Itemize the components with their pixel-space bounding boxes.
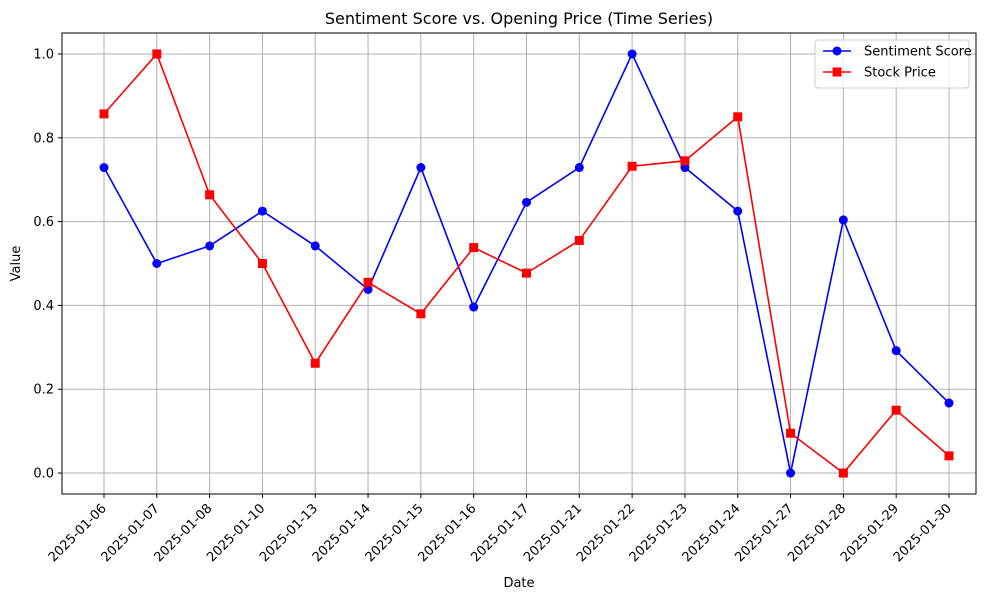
data-point-sentiment xyxy=(416,163,426,173)
data-point-stock xyxy=(838,468,848,478)
y-tick-label: 0.0 xyxy=(33,467,54,482)
grid xyxy=(62,33,976,494)
data-point-stock xyxy=(786,428,796,438)
y-tick-label: 0.2 xyxy=(33,383,54,398)
series-layer xyxy=(99,49,954,478)
data-point-stock xyxy=(627,161,637,171)
data-point-sentiment xyxy=(944,398,954,408)
data-point-sentiment xyxy=(733,206,743,216)
data-point-sentiment xyxy=(786,468,796,478)
data-point-stock xyxy=(205,190,215,200)
data-point-stock xyxy=(99,109,109,119)
legend-label-sentiment: Sentiment Score xyxy=(864,45,972,60)
data-point-sentiment xyxy=(522,197,531,207)
data-point-stock xyxy=(257,259,267,268)
legend-marker-sentiment xyxy=(832,46,842,56)
data-point-stock xyxy=(152,49,162,59)
data-point-stock xyxy=(574,235,584,245)
data-point-sentiment xyxy=(891,346,901,356)
legend-label-stock: Stock Price xyxy=(864,66,936,81)
data-point-stock xyxy=(469,243,479,253)
data-point-sentiment xyxy=(152,259,162,268)
y-axis-label: Value xyxy=(9,246,24,282)
data-point-sentiment xyxy=(257,206,267,216)
data-point-stock xyxy=(944,451,954,461)
data-point-stock xyxy=(522,268,531,278)
data-point-sentiment xyxy=(469,302,479,312)
data-point-stock xyxy=(891,405,901,415)
x-axis-ticks: 2025-01-062025-01-072025-01-082025-01-10… xyxy=(46,494,955,565)
data-point-stock xyxy=(416,309,426,319)
x-axis-label: Date xyxy=(503,576,534,591)
data-point-sentiment xyxy=(838,215,848,225)
chart-title: Sentiment Score vs. Opening Price (Time … xyxy=(325,9,713,28)
data-point-sentiment xyxy=(574,163,584,173)
y-tick-label: 0.8 xyxy=(33,131,54,146)
y-tick-label: 0.6 xyxy=(33,215,54,230)
data-point-sentiment xyxy=(205,241,215,251)
data-point-stock xyxy=(363,277,373,287)
data-point-sentiment xyxy=(627,49,637,59)
data-point-sentiment xyxy=(99,163,109,173)
data-point-stock xyxy=(310,358,320,368)
y-tick-label: 1.0 xyxy=(33,47,54,62)
legend-box xyxy=(814,39,970,89)
legend: Sentiment Score Stock Price xyxy=(814,39,972,89)
data-point-stock xyxy=(680,156,690,166)
y-tick-label: 0.4 xyxy=(33,299,54,314)
y-axis-ticks: 0.0 0.2 0.4 0.6 0.8 1.0 xyxy=(33,47,62,482)
legend-marker-stock xyxy=(832,67,842,77)
data-point-stock xyxy=(733,112,743,122)
data-point-sentiment xyxy=(310,241,320,251)
plot-area-frame xyxy=(61,32,977,495)
